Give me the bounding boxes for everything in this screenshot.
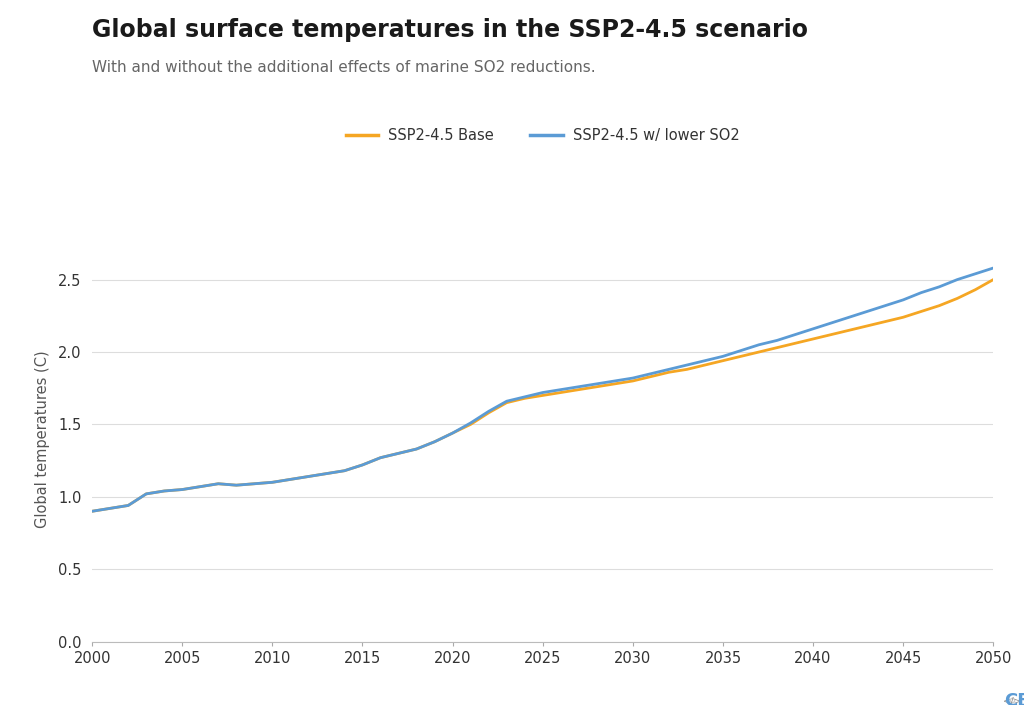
Text: </>: </> xyxy=(1004,696,1022,705)
Y-axis label: Global temperatures (C): Global temperatures (C) xyxy=(35,350,50,527)
Legend: SSP2-4.5 Base, SSP2-4.5 w/ lower SO2: SSP2-4.5 Base, SSP2-4.5 w/ lower SO2 xyxy=(340,122,745,149)
Text: Global surface temperatures in the SSP2-4.5 scenario: Global surface temperatures in the SSP2-… xyxy=(92,18,808,42)
Text: With and without the additional effects of marine SO2 reductions.: With and without the additional effects … xyxy=(92,60,596,75)
Text: CB: CB xyxy=(1005,692,1024,705)
